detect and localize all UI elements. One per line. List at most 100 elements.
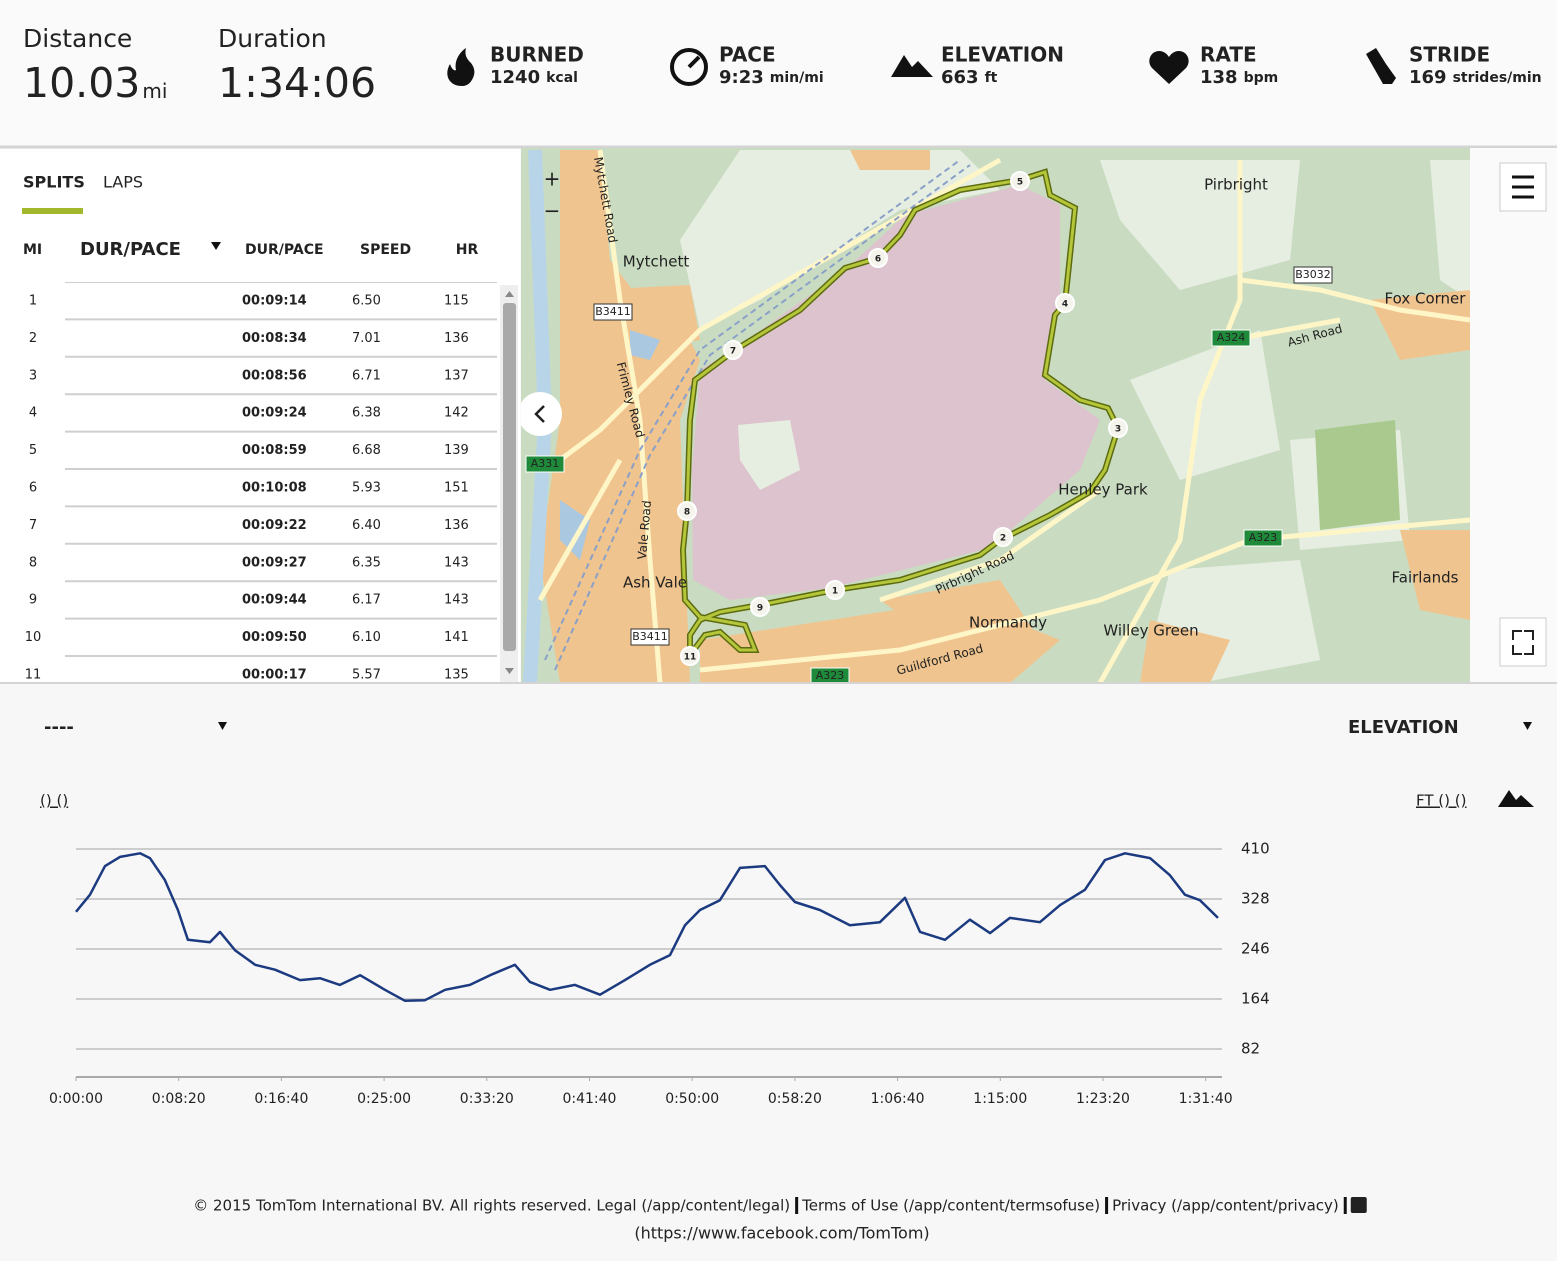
collapse-button[interactable] — [518, 392, 562, 436]
y-tick-label: 82 — [1241, 1039, 1260, 1057]
map-label: Ash Vale — [623, 574, 687, 592]
map-label: Normandy — [969, 614, 1047, 632]
stat-label: BURNED — [490, 43, 584, 67]
x-tick-label: 0:25:00 — [357, 1091, 411, 1107]
map-label: Henley Park — [1058, 481, 1148, 499]
map-label: Willey Green — [1103, 622, 1198, 640]
table-cell: 6.68 — [352, 443, 381, 458]
table-cell: 00:08:34 — [242, 331, 307, 346]
y-tick-label: 246 — [1241, 939, 1270, 957]
splits-panel — [0, 149, 520, 683]
table-cell: 141 — [444, 630, 469, 645]
fullscreen-button[interactable] — [1499, 617, 1547, 667]
stat-number: 1240 — [490, 67, 540, 88]
table-cell: 00:09:27 — [242, 555, 307, 570]
table-cell: 135 — [444, 668, 469, 683]
stat-value: 138 bpm — [1200, 67, 1278, 88]
map-open-land — [680, 150, 1470, 683]
tab-splits[interactable]: SPLITS — [23, 173, 85, 192]
stat-value: 663 ft — [941, 67, 998, 88]
stat-label: RATE — [1200, 43, 1257, 67]
scrollbar-thumb[interactable] — [503, 303, 516, 651]
map-water — [560, 330, 660, 560]
table-cell: 6.40 — [352, 518, 381, 533]
road-shield — [593, 303, 633, 321]
x-tick-label: 0:16:40 — [254, 1091, 308, 1107]
map-clearing — [738, 420, 800, 490]
elevation-line — [75, 852, 1219, 1003]
left-select-arrow[interactable] — [218, 722, 227, 730]
route-marker-label: 11 — [684, 653, 697, 663]
distance-label: Distance — [23, 24, 132, 53]
map-label: A323 — [1249, 531, 1278, 544]
route-markers: 1 2 3 4 5 6 7 8 9 11 — [677, 171, 1128, 666]
stat-number: 169 — [1409, 67, 1447, 88]
shoe-icon — [1366, 48, 1396, 84]
table-cell: 115 — [444, 294, 469, 309]
table-cell: 6.71 — [352, 368, 381, 383]
table-cell: 4 — [29, 406, 37, 421]
fullscreen-icon — [1512, 630, 1534, 655]
table-cell: 7 — [29, 518, 37, 533]
table-cell: 6.17 — [352, 593, 381, 608]
stat-label: ELEVATION — [941, 43, 1064, 67]
column-header: SPEED — [360, 242, 411, 258]
stat-unit: strides/min — [1453, 70, 1542, 86]
map-label: B3032 — [1295, 268, 1331, 281]
road-shield — [810, 667, 850, 683]
left-select[interactable]: ---- — [44, 717, 74, 738]
route-marker-label: 9 — [757, 604, 763, 614]
x-tick-label: 1:23:20 — [1076, 1091, 1130, 1107]
table-cell: 00:08:56 — [242, 368, 307, 383]
zoom-in[interactable]: + — [544, 167, 561, 191]
chart-section — [0, 684, 1557, 1261]
road-shield — [1211, 329, 1251, 347]
table-cell: 9 — [29, 593, 37, 608]
gauge-icon — [670, 48, 708, 86]
stat-number: 663 — [941, 67, 979, 88]
table-cell: 00:09:22 — [242, 518, 307, 533]
road-shield — [525, 455, 565, 473]
footer-separator — [1343, 1197, 1347, 1214]
table-cell: 137 — [444, 368, 469, 383]
y-tick-label: 410 — [1241, 840, 1270, 858]
table-cell: 00:00:17 — [242, 668, 307, 683]
table-cell: 143 — [444, 555, 469, 570]
table-cell: 00:10:08 — [242, 481, 307, 496]
right-select[interactable]: ELEVATION — [1348, 717, 1459, 738]
table-cell: 142 — [444, 406, 469, 421]
sort-arrow[interactable] — [211, 242, 221, 250]
map-label: A324 — [1217, 331, 1246, 344]
stat-unit: ft — [985, 70, 998, 86]
map-label: A331 — [531, 457, 560, 470]
table-cell: 6.50 — [352, 294, 381, 309]
y-tick-label: 164 — [1241, 989, 1270, 1007]
table-cell: 00:09:14 — [242, 294, 307, 309]
table-cell: 2 — [29, 331, 37, 346]
footer: © 2015 TomTom International BV. All righ… — [193, 1197, 1367, 1243]
route-marker — [680, 646, 700, 666]
stat-unit: min/mi — [770, 70, 824, 86]
route-marker-label: 3 — [1115, 425, 1121, 435]
table-cell: 6.10 — [352, 630, 381, 645]
x-tick-label: 0:50:00 — [665, 1091, 719, 1107]
table-cell: 7.01 — [352, 331, 381, 346]
x-tick-label: 0:33:20 — [460, 1091, 514, 1107]
duration-value: 1:34:06 — [218, 59, 376, 107]
right-select-arrow[interactable] — [1523, 722, 1532, 730]
map-label: Vale Road — [635, 500, 654, 560]
footer-separator — [795, 1197, 799, 1214]
table-cell: 151 — [444, 481, 469, 496]
flame-icon — [447, 48, 475, 86]
column-header: DUR/PACE — [245, 242, 324, 258]
route-marker — [868, 248, 888, 268]
route-marker-label: 4 — [1062, 300, 1068, 310]
x-tick-label: 0:58:20 — [768, 1091, 822, 1107]
zoom-out[interactable]: − — [544, 199, 561, 223]
table-cell: 8 — [29, 555, 37, 570]
route-marker — [1010, 171, 1030, 191]
tab-laps[interactable]: LAPS — [103, 173, 143, 192]
right-units: FT () () — [1416, 792, 1466, 810]
